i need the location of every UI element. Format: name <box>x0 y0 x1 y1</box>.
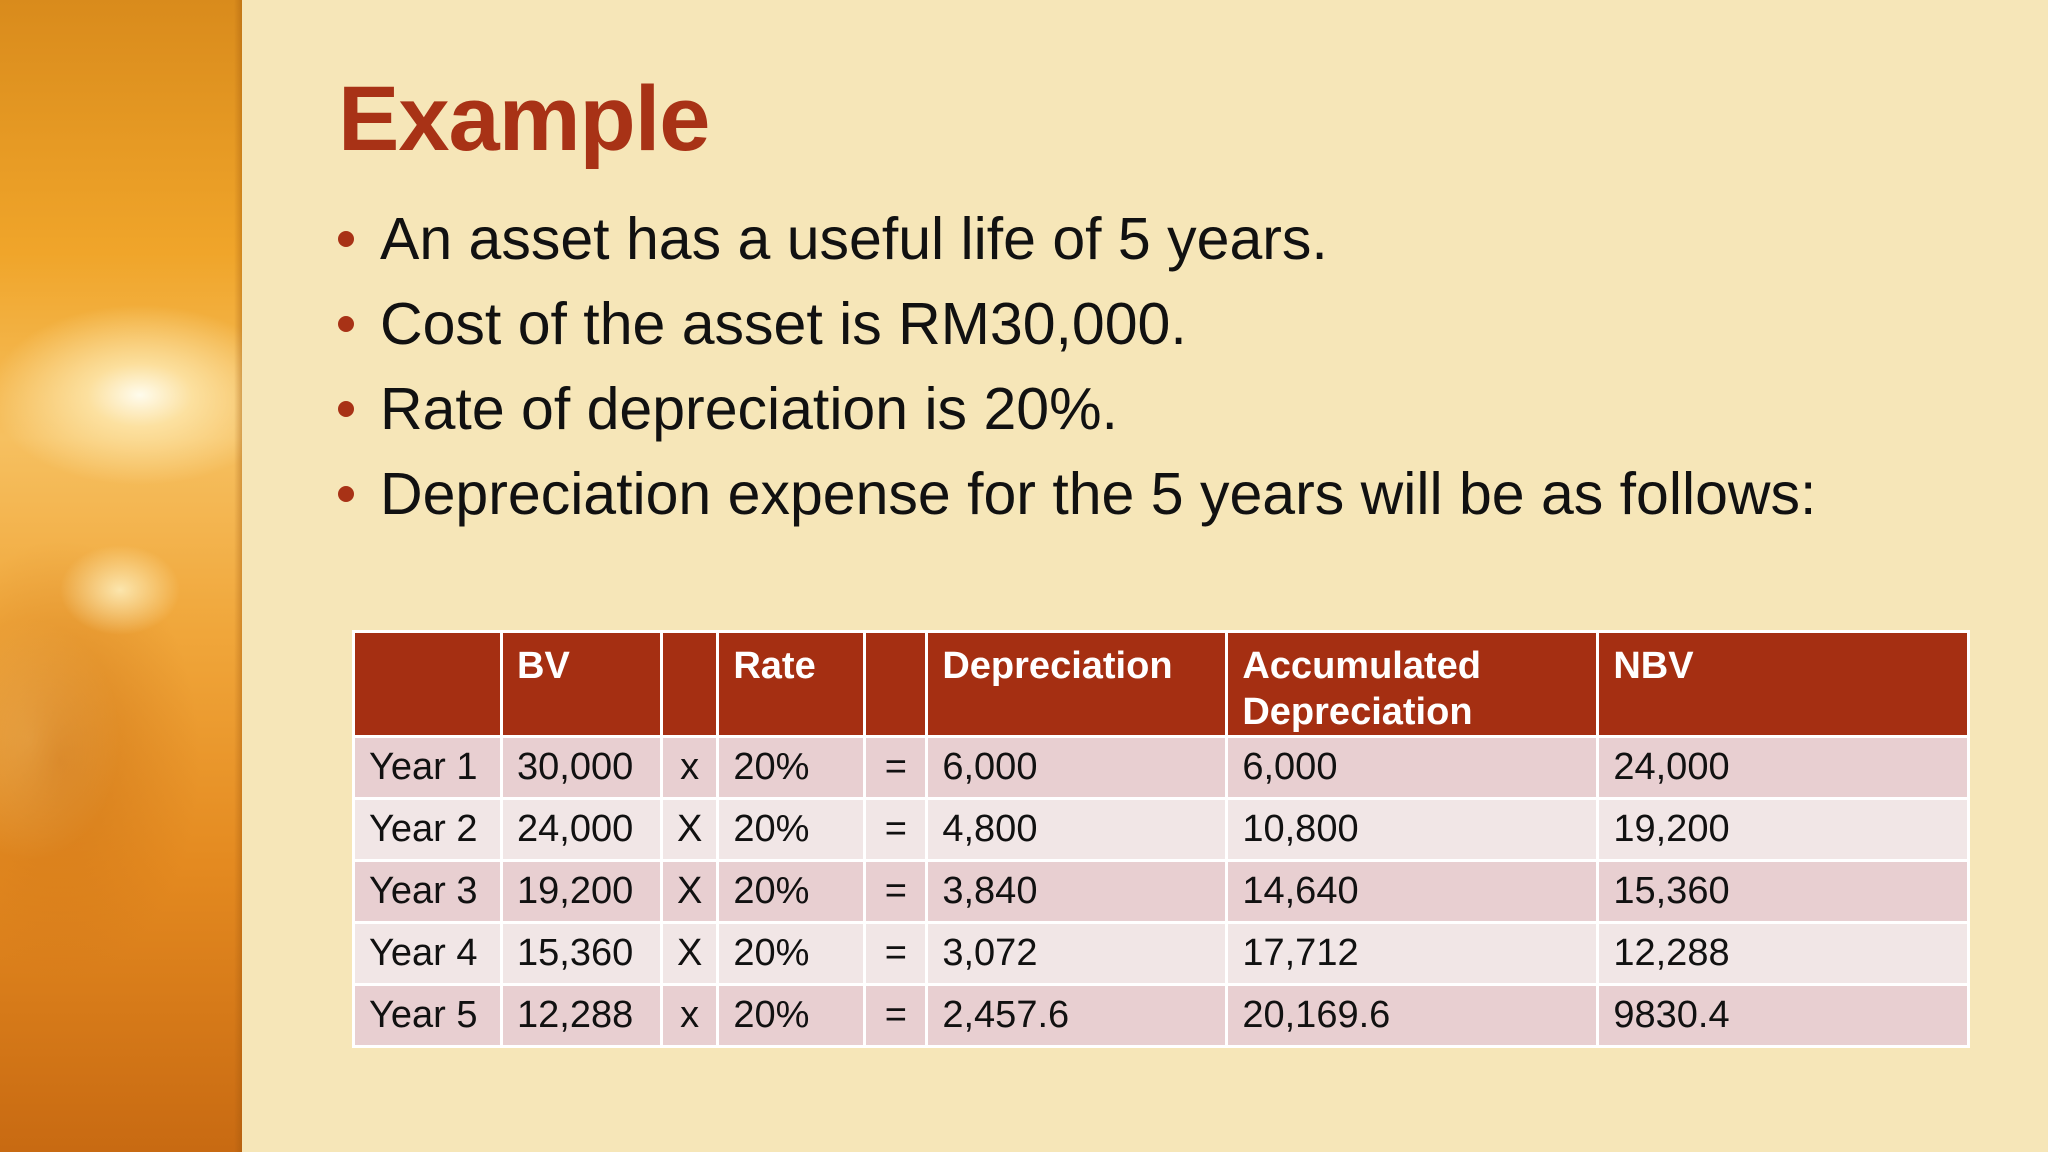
cell-rate: 20% <box>716 859 867 924</box>
cell-depreciation: 4,800 <box>925 797 1229 862</box>
bullet-dot-icon <box>338 315 354 332</box>
bullet-dot-icon <box>338 485 354 502</box>
cell-rate: 20% <box>716 797 867 862</box>
cell-accumulated: 14,640 <box>1225 859 1600 924</box>
header-cell-nbv: NBV <box>1596 630 1971 738</box>
bullet-list: An asset has a useful life of 5 years. C… <box>338 196 1816 536</box>
header-cell-accumulated-depreciation: Accumulated Depreciation <box>1225 630 1600 738</box>
cell-year: Year 3 <box>352 859 503 924</box>
cell-bv: 15,360 <box>500 921 663 986</box>
cell-operator: X <box>659 859 720 924</box>
cell-nbv: 15,360 <box>1596 859 1971 924</box>
cell-year: Year 5 <box>352 983 503 1048</box>
bullet-text: Rate of depreciation is 20%. <box>380 375 1118 442</box>
decorative-lightbulb-image <box>0 0 242 1152</box>
bullet-item: Depreciation expense for the 5 years wil… <box>338 451 1816 536</box>
cell-bv: 12,288 <box>500 983 663 1048</box>
table-row: Year 3 19,200 X 20% = 3,840 14,640 15,36… <box>352 859 1971 924</box>
cell-equals: = <box>863 921 929 986</box>
cell-equals: = <box>863 859 929 924</box>
cell-accumulated: 10,800 <box>1225 797 1600 862</box>
bullet-text: Depreciation expense for the 5 years wil… <box>380 460 1817 527</box>
cell-rate: 20% <box>716 735 867 800</box>
bullet-item: An asset has a useful life of 5 years. <box>338 196 1816 281</box>
cell-accumulated: 6,000 <box>1225 735 1600 800</box>
bullet-item: Rate of depreciation is 20%. <box>338 366 1816 451</box>
table-row: Year 4 15,360 X 20% = 3,072 17,712 12,28… <box>352 921 1971 986</box>
cell-nbv: 24,000 <box>1596 735 1971 800</box>
cell-rate: 20% <box>716 983 867 1048</box>
cell-rate: 20% <box>716 921 867 986</box>
cell-equals: = <box>863 735 929 800</box>
bullet-dot-icon <box>338 400 354 417</box>
slide-content: Example An asset has a useful life of 5 … <box>338 0 2038 1152</box>
header-cell-depreciation: Depreciation <box>925 630 1229 738</box>
cell-accumulated: 20,169.6 <box>1225 983 1600 1048</box>
cell-equals: = <box>863 983 929 1048</box>
header-text-line: Accumulated <box>1242 645 1481 687</box>
header-text-line: Depreciation <box>1242 691 1473 733</box>
cell-bv: 30,000 <box>500 735 663 800</box>
cell-operator: X <box>659 921 720 986</box>
header-cell-rate: Rate <box>716 630 867 738</box>
cell-year: Year 1 <box>352 735 503 800</box>
depreciation-table: BV Rate Depreciation Accumulated Depreci… <box>352 630 1971 1048</box>
bullet-dot-icon <box>338 230 354 247</box>
header-cell-bv: BV <box>500 630 663 738</box>
slide-title: Example <box>338 68 710 170</box>
bullet-text: Cost of the asset is RM30,000. <box>380 290 1187 357</box>
header-cell-operator <box>659 630 720 738</box>
cell-depreciation: 2,457.6 <box>925 983 1229 1048</box>
cell-depreciation: 3,840 <box>925 859 1229 924</box>
table-row: Year 5 12,288 x 20% = 2,457.6 20,169.6 9… <box>352 983 1971 1048</box>
table-header-row: BV Rate Depreciation Accumulated Depreci… <box>352 630 1971 738</box>
bullet-item: Cost of the asset is RM30,000. <box>338 281 1816 366</box>
bullet-text: An asset has a useful life of 5 years. <box>380 205 1328 272</box>
cell-year: Year 2 <box>352 797 503 862</box>
table-row: Year 2 24,000 X 20% = 4,800 10,800 19,20… <box>352 797 1971 862</box>
table-row: Year 1 30,000 x 20% = 6,000 6,000 24,000 <box>352 735 1971 800</box>
cell-year: Year 4 <box>352 921 503 986</box>
cell-nbv: 9830.4 <box>1596 983 1971 1048</box>
cell-operator: x <box>659 983 720 1048</box>
cell-accumulated: 17,712 <box>1225 921 1600 986</box>
header-cell-equals <box>863 630 929 738</box>
cell-bv: 19,200 <box>500 859 663 924</box>
cell-nbv: 12,288 <box>1596 921 1971 986</box>
cell-bv: 24,000 <box>500 797 663 862</box>
cell-operator: X <box>659 797 720 862</box>
header-cell-year <box>352 630 503 738</box>
depreciation-table-container: BV Rate Depreciation Accumulated Depreci… <box>352 630 1971 1048</box>
cell-depreciation: 6,000 <box>925 735 1229 800</box>
cell-nbv: 19,200 <box>1596 797 1971 862</box>
cell-depreciation: 3,072 <box>925 921 1229 986</box>
cell-equals: = <box>863 797 929 862</box>
cell-operator: x <box>659 735 720 800</box>
